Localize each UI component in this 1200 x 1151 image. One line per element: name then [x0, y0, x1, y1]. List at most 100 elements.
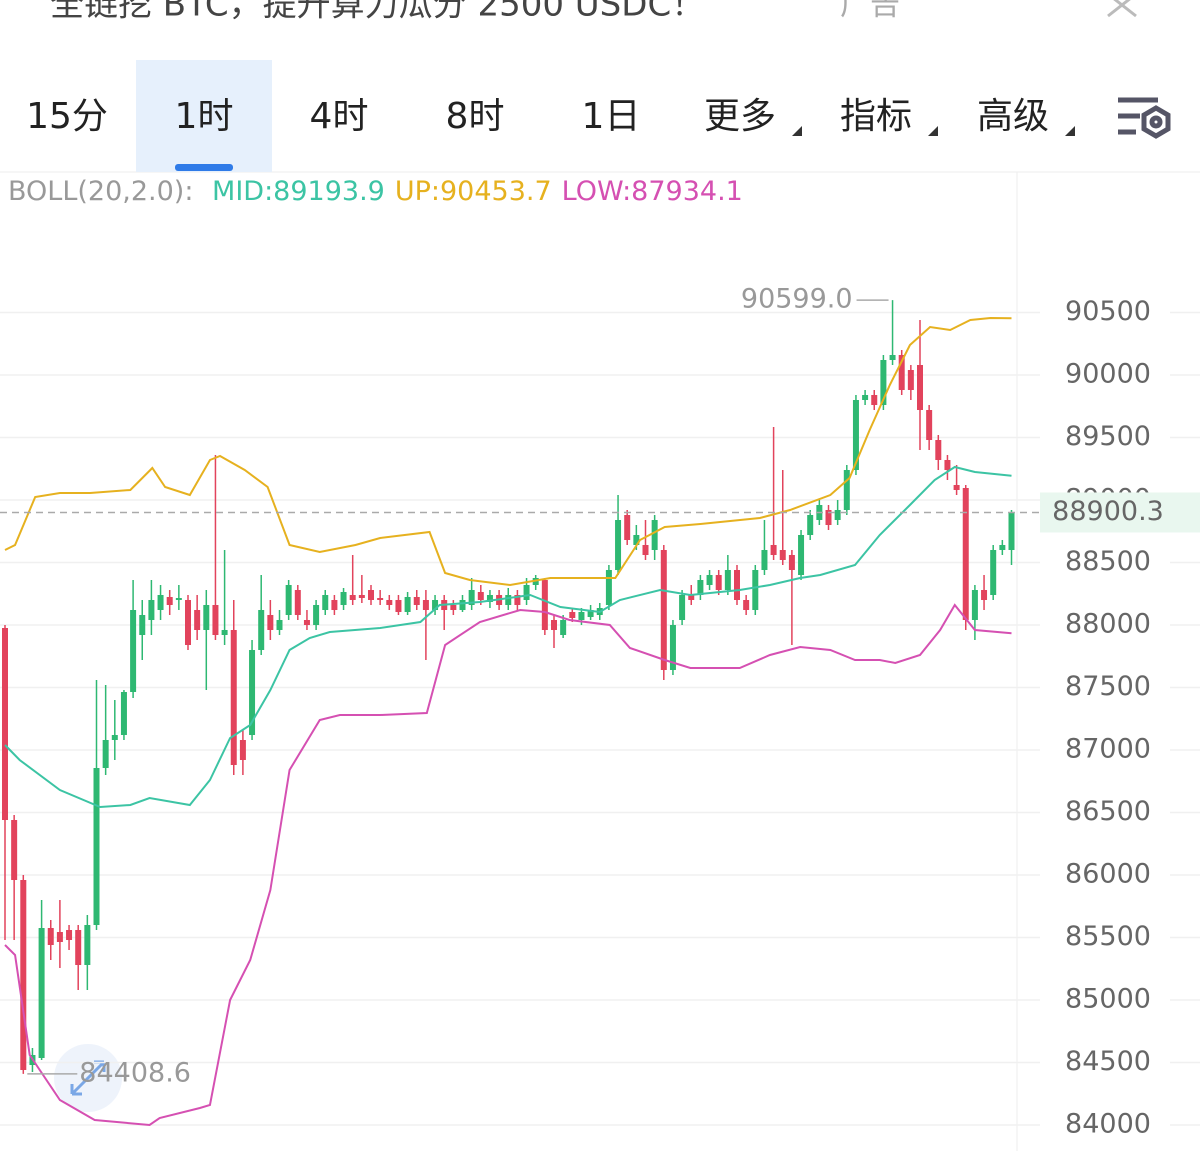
candle-body — [450, 605, 457, 610]
max-label: 90599.0 — [741, 284, 853, 315]
candle-body — [468, 590, 475, 605]
candle-body — [944, 460, 951, 470]
candle-body — [249, 650, 256, 735]
candle-body — [313, 605, 320, 625]
candle-body — [230, 630, 237, 765]
candle-body — [404, 597, 411, 612]
banner-title[interactable]: 全链挖 BTC，提升算力瓜分 2500 USDC！ — [50, 0, 705, 25]
candle-body — [587, 610, 594, 617]
candle-body — [779, 550, 786, 560]
candle-body — [633, 535, 640, 545]
candle-body — [551, 620, 557, 630]
y-tick-label: 84000 — [1065, 1109, 1151, 1140]
y-tick-label: 88500 — [1065, 546, 1151, 577]
timeframe-tab[interactable]: 高级 — [977, 96, 1049, 137]
timeframe-tab[interactable]: 1时 — [175, 96, 234, 137]
candle-body — [157, 595, 164, 610]
candle-body — [84, 925, 91, 965]
candle-body — [459, 600, 466, 610]
candle-body — [395, 600, 402, 612]
candle-body — [926, 410, 933, 440]
candle-body — [276, 620, 283, 630]
candle-body — [907, 370, 914, 390]
candle-body — [377, 598, 384, 600]
candle-body — [642, 545, 649, 555]
candle-body — [889, 355, 896, 360]
candle-body — [917, 365, 923, 410]
settings-icon[interactable] — [1118, 97, 1171, 139]
candle-body — [203, 605, 210, 630]
zoom-icon[interactable] — [54, 1044, 122, 1112]
min-label: 84408.6 — [79, 1057, 191, 1088]
candle-body — [981, 590, 988, 600]
candle-body — [990, 550, 997, 595]
candle-body — [615, 520, 622, 570]
candle-body — [669, 625, 676, 670]
last-price-box — [1040, 492, 1200, 533]
candle-body — [953, 485, 960, 490]
candle-body — [1008, 512, 1015, 550]
candle-body — [368, 590, 374, 600]
y-tick-label: 87500 — [1065, 671, 1151, 702]
y-tick-label: 85500 — [1065, 921, 1151, 952]
y-tick-label: 90000 — [1065, 359, 1151, 390]
candle-body — [38, 928, 45, 1058]
candle-body — [770, 545, 777, 555]
candle-body — [111, 735, 118, 740]
close-icon[interactable] — [1107, 0, 1137, 18]
candle-body — [93, 768, 100, 925]
candle-body — [47, 928, 54, 945]
candle-body — [239, 740, 246, 760]
candle-body — [285, 585, 292, 615]
candle-body — [56, 932, 63, 942]
candle-body — [880, 360, 887, 405]
boll-line — [4, 316, 1012, 587]
candle-body — [477, 592, 484, 600]
candle-body — [825, 510, 832, 525]
candle-body — [358, 595, 365, 598]
timeframe-tab[interactable]: 4时 — [310, 96, 369, 137]
candle-body — [560, 620, 567, 635]
timeframe-tab[interactable]: 指标 — [840, 96, 912, 137]
candle-body — [807, 515, 814, 535]
candle-body — [724, 570, 731, 590]
indicator-name: BOLL(20,2.0): — [8, 176, 193, 207]
legend-entry: MID:89193.9 — [212, 176, 385, 207]
candle-body — [166, 597, 173, 605]
candle-body — [66, 930, 73, 940]
timeframe-tab[interactable]: 15分 — [26, 96, 108, 137]
candle-body — [422, 600, 429, 610]
candle-body — [175, 598, 182, 600]
candle-body — [258, 610, 265, 650]
candle-body — [303, 620, 310, 625]
y-tick-label: 86500 — [1065, 796, 1151, 827]
candle-body — [852, 400, 859, 470]
legend-entry: UP:90453.7 — [395, 176, 552, 207]
candle-body — [185, 600, 191, 645]
y-tick-label: 89500 — [1065, 421, 1151, 452]
candle-body — [999, 545, 1006, 550]
candle-body — [788, 555, 795, 570]
indicator-legend: BOLL(20,2.0): MID:89193.9 UP:90453.7 LOW:8… — [8, 176, 743, 207]
candle-body — [11, 820, 18, 880]
tab-indicator — [175, 164, 233, 171]
candle-body — [148, 600, 155, 620]
y-tick-label: 86000 — [1065, 859, 1151, 890]
candle-body — [267, 615, 274, 630]
timeframe-tab[interactable]: 1日 — [582, 96, 641, 137]
timeframe-tab[interactable]: 更多 — [704, 96, 776, 137]
candle-body — [697, 580, 704, 595]
candle-body — [523, 585, 530, 600]
candle-body — [798, 535, 805, 575]
timeframe-tab[interactable]: 8时 — [446, 96, 505, 137]
candle-body — [331, 600, 338, 610]
candle-body — [212, 605, 219, 635]
candle-body — [514, 595, 521, 605]
y-tick-label: 87000 — [1065, 734, 1151, 765]
candle-body — [898, 355, 905, 390]
candle-body — [743, 600, 750, 610]
candle-body — [761, 550, 768, 570]
candle-body — [734, 570, 740, 600]
candle-body — [688, 595, 695, 600]
candle-body — [120, 692, 127, 735]
